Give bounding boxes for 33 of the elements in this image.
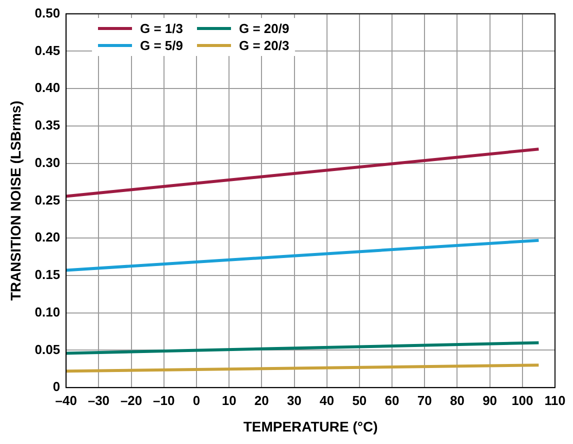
x-tick-label: 80 xyxy=(450,392,464,408)
x-tick-label: 60 xyxy=(384,392,400,408)
legend-label: G = 5/9 xyxy=(140,38,183,53)
y-tick-label: 0.45 xyxy=(34,42,60,58)
x-tick-label: –10 xyxy=(153,392,175,408)
y-tick-label: 0.30 xyxy=(34,154,60,170)
legend-label: G = 20/9 xyxy=(239,21,290,36)
y-tick-label: 0.50 xyxy=(34,5,60,20)
x-tick-label: 0 xyxy=(192,392,200,408)
legend-label: G = 20/3 xyxy=(239,38,290,53)
x-tick-label: 10 xyxy=(222,392,236,408)
x-tick-label: –30 xyxy=(88,392,110,408)
x-tick-label: 90 xyxy=(482,392,498,408)
x-axis-title: TEMPERATURE (°C) xyxy=(243,418,378,434)
x-tick-label: 40 xyxy=(320,392,334,408)
x-tick-label: 50 xyxy=(352,392,367,408)
y-tick-label: 0.25 xyxy=(34,192,60,208)
legend-label: G = 1/3 xyxy=(140,21,183,36)
y-axis-title: TRANSITION NOISE (LSBrms) xyxy=(7,100,24,301)
y-tick-label: 0.35 xyxy=(34,118,60,133)
x-tick-label: 30 xyxy=(287,392,302,408)
x-tick-label: –20 xyxy=(120,392,142,408)
y-tick-label: 0.15 xyxy=(34,267,60,282)
x-tick-label: 70 xyxy=(417,392,432,408)
x-tick-label: 20 xyxy=(254,392,269,408)
y-tick-label: 0.20 xyxy=(34,230,60,245)
y-tick-label: 0 xyxy=(52,379,60,394)
y-tick-label: 0.05 xyxy=(34,342,60,357)
x-tick-label: 100 xyxy=(512,392,534,408)
y-tick-label: 0.40 xyxy=(34,80,60,96)
x-tick-label: –40 xyxy=(55,392,77,408)
y-tick-label: 0.10 xyxy=(34,304,60,320)
x-tick-label: 110 xyxy=(544,392,566,408)
